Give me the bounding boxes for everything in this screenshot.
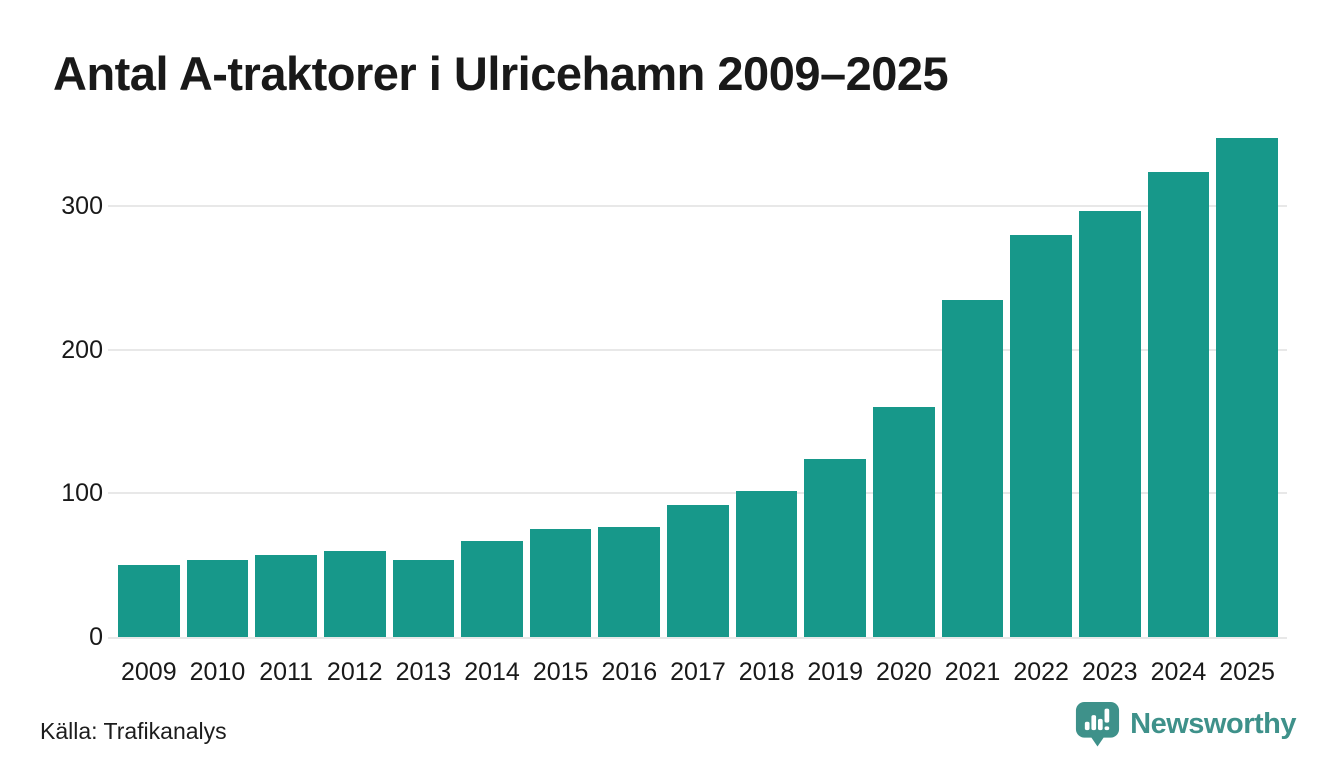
- x-tick-label-2025: 2025: [1219, 658, 1275, 686]
- bar-2017: [667, 504, 729, 637]
- x-tick-label-2018: 2018: [738, 658, 795, 686]
- x-tick-label-2022: 2022: [1013, 658, 1069, 686]
- bar-series: [118, 130, 1278, 637]
- source-caption: Källa: Trafikanalys: [40, 718, 227, 744]
- bar-chart-pin-icon: [1076, 702, 1120, 747]
- chart-title: Antal A-traktorer i Ulricehamn 2009–2025: [53, 47, 949, 100]
- gridline-200: [108, 349, 1287, 351]
- bar-2019: [804, 459, 867, 637]
- gridline-0: [108, 637, 1287, 639]
- x-tick-label-2020: 2020: [876, 658, 932, 686]
- x-tick-label-2015: 2015: [532, 658, 589, 686]
- bar-2020: [873, 407, 935, 637]
- x-tick-label-2009: 2009: [121, 658, 177, 686]
- bar-2021: [941, 299, 1004, 637]
- x-tick-label-2013: 2013: [395, 658, 452, 686]
- bar-2013: [392, 559, 455, 637]
- y-tick-label-300: 300: [61, 192, 103, 220]
- bar-2012: [323, 550, 386, 637]
- y-tick-label-100: 100: [61, 479, 103, 507]
- x-tick-label-2023: 2023: [1081, 658, 1138, 686]
- x-tick-label-2010: 2010: [189, 658, 246, 686]
- y-tick-label-0: 0: [89, 623, 103, 651]
- bar-2023: [1078, 210, 1141, 637]
- bar-2022: [1010, 235, 1072, 637]
- y-axis-labels: 0 100 200 300: [0, 130, 103, 650]
- x-tick-label-2017: 2017: [670, 658, 726, 686]
- x-tick-label-2019: 2019: [807, 658, 864, 686]
- bar-2010: [186, 559, 249, 637]
- bar-2025: [1216, 137, 1278, 637]
- x-tick-label-2012: 2012: [326, 658, 383, 686]
- x-tick-label-2011: 2011: [259, 658, 313, 686]
- bar-2009: [118, 565, 180, 637]
- plot-area: [108, 130, 1287, 639]
- bar-2011: [255, 555, 317, 637]
- bar-2016: [598, 526, 661, 637]
- newsworthy-logo: Newsworthy: [1075, 701, 1296, 748]
- x-tick-label-2024: 2024: [1150, 658, 1207, 686]
- bar-2018: [735, 490, 798, 637]
- bar-2015: [529, 529, 592, 637]
- newsworthy-wordmark: Newsworthy: [1130, 708, 1296, 740]
- x-tick-label-2014: 2014: [464, 658, 520, 686]
- y-tick-label-200: 200: [61, 336, 103, 364]
- bar-2024: [1147, 172, 1210, 637]
- x-tick-label-2021: 2021: [944, 658, 1001, 686]
- gridline-100: [108, 492, 1287, 494]
- x-axis-labels: 2009 2010 2011 2012 2013 2014 2015 2016 2017 2018…: [118, 657, 1278, 687]
- gridline-300: [108, 205, 1287, 207]
- x-tick-label-2016: 2016: [601, 658, 658, 686]
- bar-2014: [461, 540, 523, 637]
